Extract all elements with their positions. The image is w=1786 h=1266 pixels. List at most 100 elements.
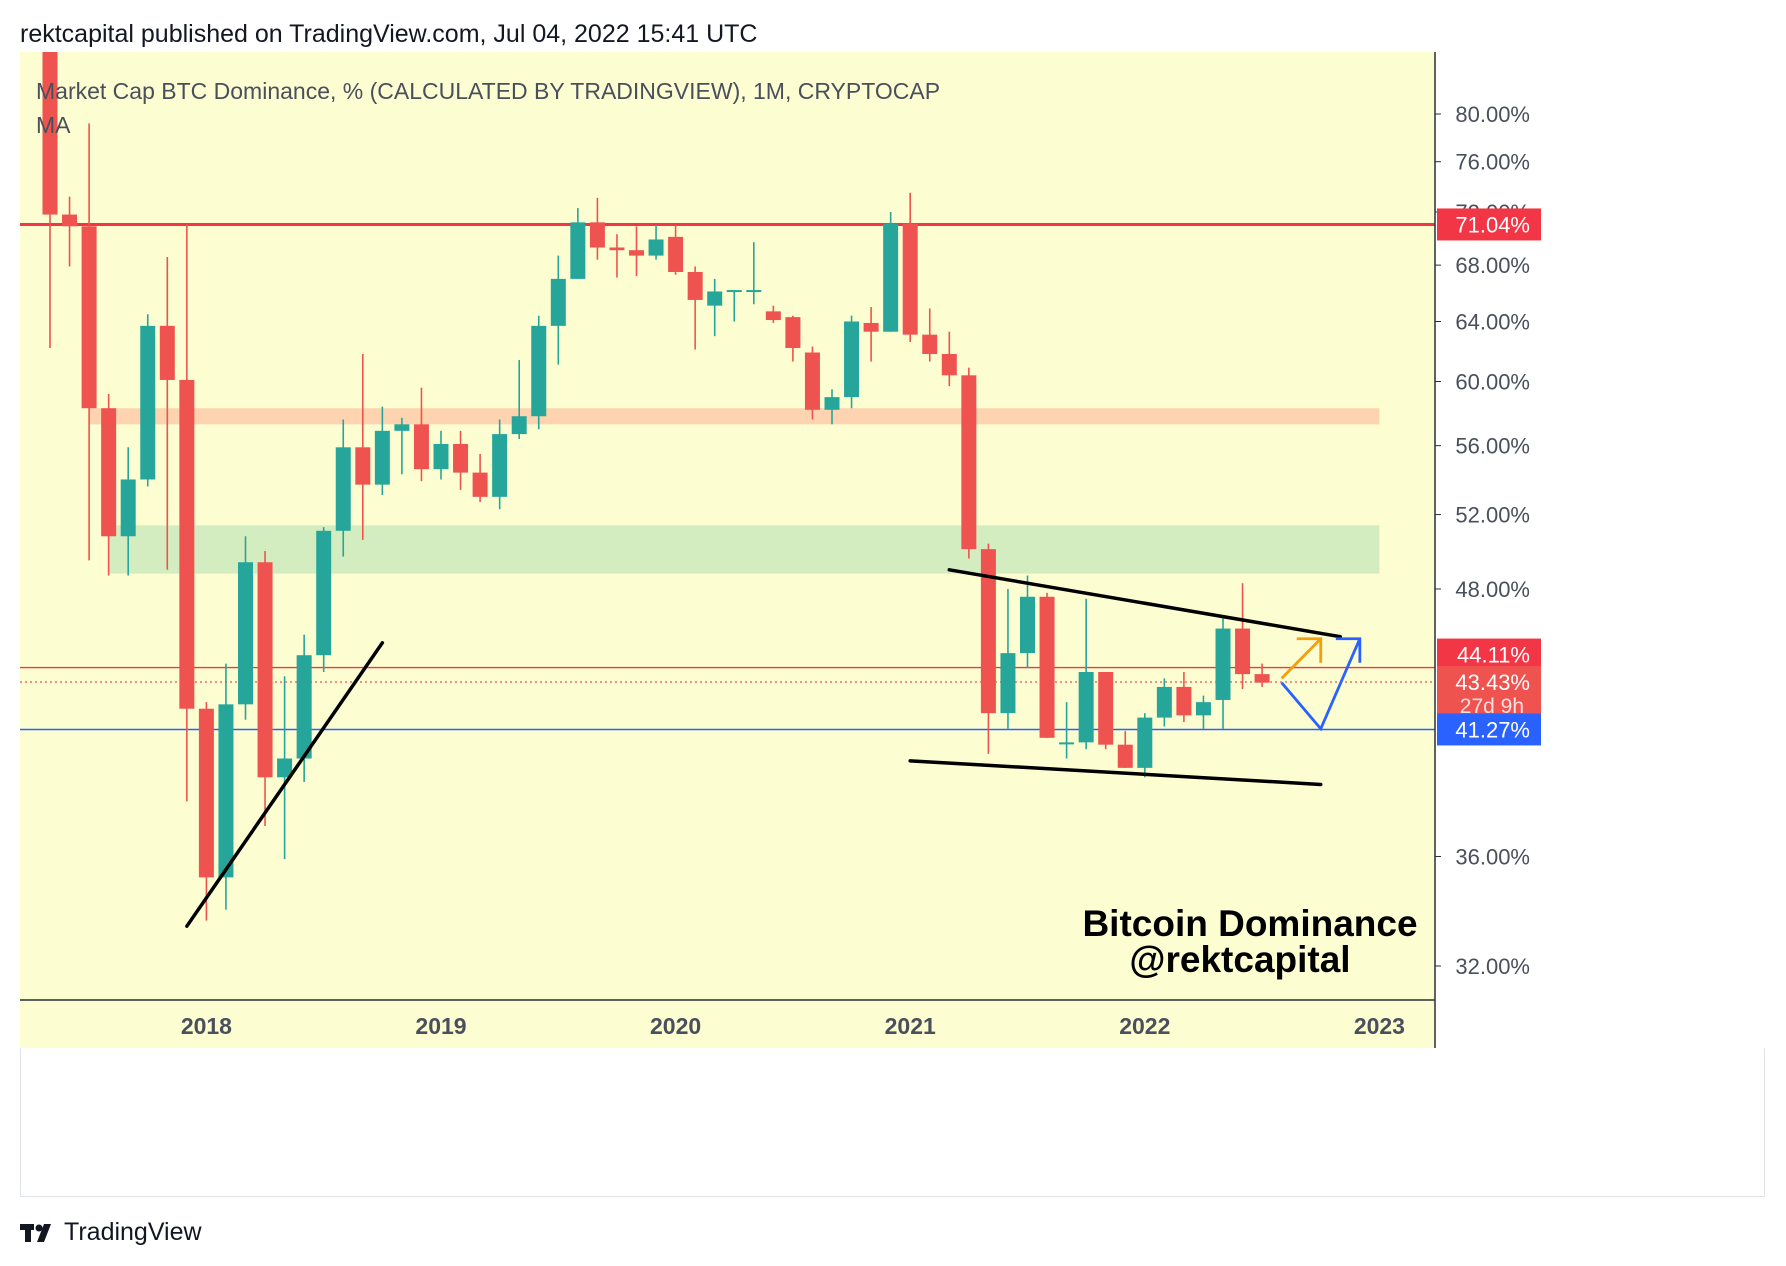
green-zone (108, 525, 1380, 574)
candle-2021-09 (1059, 702, 1075, 759)
rising-trendline-2018 (185, 641, 385, 928)
candle-2021-04 (961, 367, 977, 559)
indicator-label[interactable]: MA (36, 112, 71, 138)
candle-2017-05 (42, 52, 58, 349)
candle-body (570, 222, 586, 279)
badge-label: 44.11% (1457, 643, 1530, 668)
candle-2019-09 (589, 197, 605, 260)
candle-2019-11 (629, 226, 644, 277)
candle-body (668, 236, 684, 272)
candle-2022-04 (1195, 695, 1211, 729)
y-tick-label: 68.00% (1455, 253, 1530, 278)
candle-body (472, 472, 488, 497)
candle-body (218, 704, 234, 878)
candle-body (824, 397, 840, 410)
candle-body (589, 222, 605, 248)
candle-body (511, 416, 527, 435)
candle-2018-05 (277, 676, 293, 860)
candle-2021-01 (902, 192, 918, 343)
candle-2020-12 (883, 211, 899, 332)
candle-body (120, 479, 136, 537)
candle-body (1235, 628, 1251, 675)
candle-body (785, 317, 801, 349)
y-tick-label: 76.00% (1455, 150, 1530, 175)
candle-2021-05 (980, 543, 996, 754)
candle-body (1195, 702, 1211, 716)
candle-2018-03 (238, 536, 253, 720)
x-axis-background (20, 1000, 1435, 1048)
candle-2017-12 (179, 223, 195, 802)
candle-body (1039, 596, 1055, 738)
candle-2022-06 (1235, 583, 1251, 690)
candle-2020-11 (863, 307, 879, 362)
plot-area: Bitcoin Dominance@rektcapital (20, 52, 1435, 980)
x-tick-label-2019: 2019 (415, 1013, 466, 1039)
x-tick-label-2022: 2022 (1119, 1013, 1170, 1039)
y-tick-label: 64.00% (1455, 309, 1530, 334)
candle-2020-05 (746, 242, 762, 305)
badge-bg (1437, 638, 1541, 671)
candle-body (238, 562, 253, 705)
blue-projection-arrow-head (1335, 637, 1362, 663)
annotation-line1: Bitcoin Dominance (1082, 903, 1417, 944)
badge-bg (1437, 713, 1541, 746)
chart-legend: Market Cap BTC Dominance, % (CALCULATED … (36, 74, 940, 142)
candle-body (179, 379, 195, 709)
candle-2018-09 (355, 354, 371, 540)
badge-bg (1437, 666, 1541, 717)
candle-2019-08 (570, 208, 586, 279)
candle-body (1176, 686, 1192, 716)
x-tick-label-2021: 2021 (885, 1013, 936, 1039)
candle-body (1078, 672, 1094, 743)
candle-2020-07 (785, 315, 801, 362)
candle-body (765, 311, 781, 321)
orange-projection-arrow (1280, 637, 1322, 680)
support-badge: 41.27% (1437, 713, 1541, 746)
candle-body (316, 530, 332, 656)
candle-2020-08 (804, 346, 820, 420)
candle-2019-05 (511, 360, 527, 440)
candle-body (433, 443, 449, 470)
candle-2017-10 (140, 314, 156, 487)
candle-2021-06 (1000, 588, 1016, 729)
candle-2019-12 (648, 224, 664, 260)
candle-2019-03 (472, 453, 488, 503)
candle-body (707, 291, 723, 306)
y-tick-label: 80.00% (1455, 102, 1530, 127)
candle-2018-04 (257, 551, 273, 826)
candle-2017-09 (120, 447, 136, 576)
tradingview-wordmark[interactable]: TradingView (64, 1218, 202, 1246)
candle-2019-07 (550, 255, 566, 365)
candle-body (550, 278, 566, 326)
candle-body (296, 655, 312, 759)
candle-body (81, 226, 97, 409)
candle-body (1000, 653, 1016, 714)
annotation-line2: @rektcapital (1129, 939, 1350, 980)
candle-body (1020, 596, 1035, 654)
x-tick-label-2018: 2018 (181, 1013, 232, 1039)
candle-body (355, 447, 371, 485)
badge-label: 71.04% (1455, 212, 1530, 237)
candle-body (394, 424, 410, 431)
candle-2022-07 (1254, 663, 1270, 687)
candle-body (1059, 742, 1075, 745)
candle-body (1254, 674, 1270, 683)
candle-2020-01 (668, 224, 684, 275)
y-tick-label: 60.00% (1455, 369, 1530, 394)
y-tick-label: 56.00% (1455, 434, 1530, 459)
tradingview-logo-icon (20, 1223, 51, 1242)
candle-body (1137, 717, 1153, 768)
candle-body (746, 290, 762, 293)
candle-body (492, 434, 508, 497)
y-tick-label: 48.00% (1455, 577, 1530, 602)
candle-body (42, 52, 58, 215)
badge-label: 43.43% (1455, 670, 1530, 695)
candle-body (804, 352, 820, 410)
candle-2018-11 (394, 417, 410, 475)
candle-body (726, 290, 742, 293)
orange-zone (89, 408, 1380, 425)
candle-2018-07 (316, 527, 332, 673)
badge-label: 41.27% (1455, 717, 1530, 742)
candle-2019-04 (492, 419, 508, 510)
